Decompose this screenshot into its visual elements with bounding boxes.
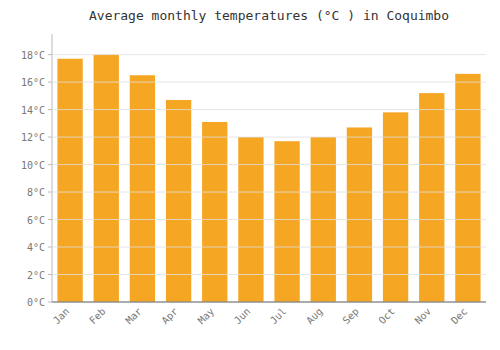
x-tick-label: Feb — [87, 306, 108, 327]
y-tick-label: 2°C — [27, 270, 45, 281]
y-tick — [48, 219, 52, 220]
grid-line — [52, 164, 486, 165]
chart: Average monthly temperatures (°C ) in Co… — [0, 0, 500, 350]
bar — [455, 74, 480, 302]
y-tick — [48, 247, 52, 248]
y-tick — [48, 82, 52, 83]
grid-line — [52, 82, 486, 83]
bar — [419, 93, 444, 302]
y-tick — [48, 109, 52, 110]
title: Average monthly temperatures (°C ) in Co… — [89, 8, 449, 23]
x-tick-label: Aug — [304, 306, 325, 327]
bar — [383, 112, 408, 302]
y-tick-label: 6°C — [27, 215, 45, 226]
y-tick-label: 18°C — [21, 50, 45, 61]
x-axis-line — [52, 302, 486, 303]
x-tick-label: Jul — [268, 306, 289, 327]
y-axis-line — [52, 34, 53, 302]
grid-line — [52, 192, 486, 193]
y-tick-label: 10°C — [21, 160, 45, 171]
x-tick-label: Mar — [123, 306, 144, 327]
grid-line — [52, 274, 486, 275]
x-tick-label: Dec — [449, 306, 470, 327]
x-tick-label: Jan — [51, 306, 72, 327]
bars — [57, 55, 480, 302]
grid-line — [52, 247, 486, 248]
bar — [57, 59, 82, 302]
grid-line — [52, 54, 486, 55]
y-tick — [48, 302, 52, 303]
grid-line — [52, 219, 486, 220]
grid-line — [52, 137, 486, 138]
bar — [274, 141, 299, 302]
y-tick — [48, 137, 52, 138]
bar — [94, 55, 119, 302]
y-tick — [48, 274, 52, 275]
bar — [166, 100, 191, 302]
y-tick-label: 16°C — [21, 77, 45, 88]
grid-line — [52, 302, 486, 303]
x-tick-label: Jun — [232, 306, 253, 327]
x-tick-label: Oct — [376, 306, 397, 327]
y-tick — [48, 164, 52, 165]
x-tick-label: Sep — [340, 306, 361, 327]
bar — [202, 122, 227, 302]
x-tick-label: May — [196, 306, 217, 327]
x-tick-label: Nov — [413, 306, 434, 327]
bar — [347, 127, 372, 302]
y-tick-label: 8°C — [27, 187, 45, 198]
y-tick-label: 14°C — [21, 105, 45, 116]
grid-line — [52, 109, 486, 110]
x-tick-label: Apr — [159, 306, 180, 327]
y-tick-label: 4°C — [27, 242, 45, 253]
y-tick-label: 12°C — [21, 132, 45, 143]
y-tick-label: 0°C — [27, 297, 45, 308]
y-tick — [48, 54, 52, 55]
y-tick — [48, 192, 52, 193]
